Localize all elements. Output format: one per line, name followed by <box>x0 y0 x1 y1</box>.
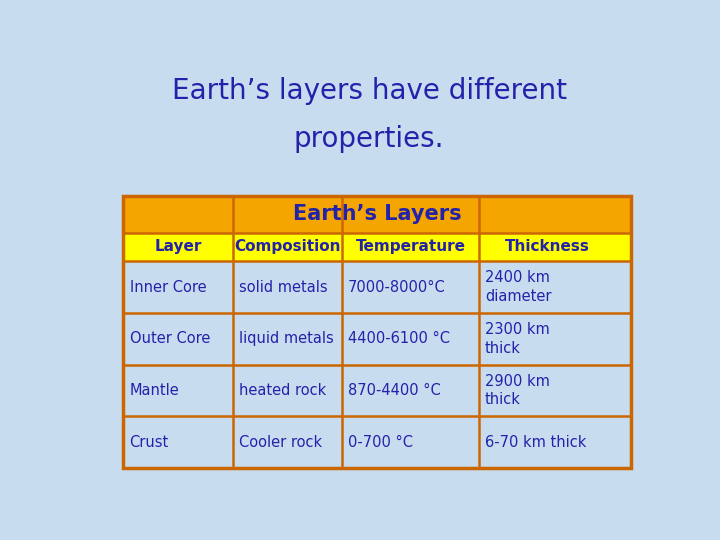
Text: 7000-8000°C: 7000-8000°C <box>348 280 446 294</box>
Text: heated rock: heated rock <box>239 383 326 398</box>
Bar <box>124 196 631 468</box>
Text: Layer: Layer <box>154 239 202 254</box>
Text: 4400-6100 °C: 4400-6100 °C <box>348 331 450 346</box>
Bar <box>124 261 631 313</box>
Bar <box>124 196 631 468</box>
Text: Cooler rock: Cooler rock <box>239 435 322 450</box>
Bar <box>124 364 631 416</box>
Text: 2400 km
diameter: 2400 km diameter <box>485 270 552 304</box>
Bar <box>124 416 631 468</box>
Text: Outer Core: Outer Core <box>130 331 210 346</box>
Text: Earth’s layers have different: Earth’s layers have different <box>171 77 567 105</box>
Text: 0-700 °C: 0-700 °C <box>348 435 413 450</box>
Text: 870-4400 °C: 870-4400 °C <box>348 383 441 398</box>
Text: 2300 km
thick: 2300 km thick <box>485 322 550 355</box>
Text: Composition: Composition <box>234 239 341 254</box>
Text: Inner Core: Inner Core <box>130 280 206 294</box>
Text: Crust: Crust <box>130 435 168 450</box>
Text: liquid metals: liquid metals <box>239 331 333 346</box>
Bar <box>124 233 631 261</box>
Text: solid metals: solid metals <box>239 280 328 294</box>
Bar <box>124 313 631 364</box>
Text: 2900 km
thick: 2900 km thick <box>485 374 550 407</box>
Text: Thickness: Thickness <box>505 239 590 254</box>
Text: properties.: properties. <box>294 125 444 153</box>
Text: Earth’s Layers: Earth’s Layers <box>293 204 462 224</box>
Text: Temperature: Temperature <box>356 239 465 254</box>
Text: Mantle: Mantle <box>130 383 179 398</box>
Text: 6-70 km thick: 6-70 km thick <box>485 435 586 450</box>
